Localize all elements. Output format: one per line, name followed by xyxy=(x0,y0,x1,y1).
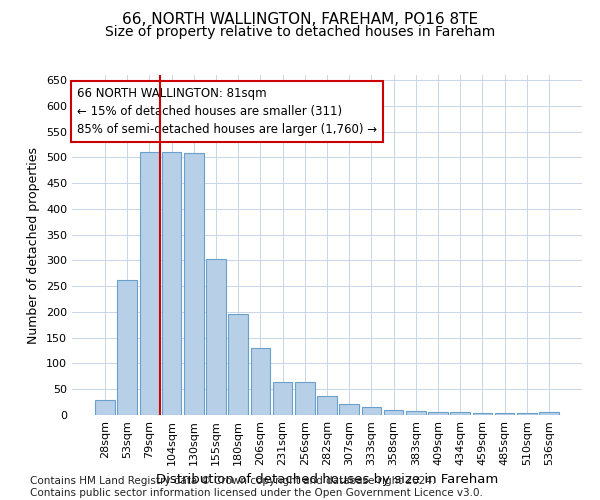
Bar xyxy=(406,412,425,415)
Bar xyxy=(251,348,270,415)
Bar xyxy=(118,280,137,415)
Bar xyxy=(384,410,403,415)
Bar xyxy=(184,154,203,415)
Bar xyxy=(162,152,181,415)
Bar xyxy=(428,412,448,415)
Bar xyxy=(340,404,359,415)
X-axis label: Distribution of detached houses by size in Fareham: Distribution of detached houses by size … xyxy=(156,474,498,486)
Text: 66, NORTH WALLINGTON, FAREHAM, PO16 8TE: 66, NORTH WALLINGTON, FAREHAM, PO16 8TE xyxy=(122,12,478,28)
Bar xyxy=(473,414,492,415)
Bar xyxy=(539,412,559,415)
Text: Contains HM Land Registry data © Crown copyright and database right 2024.
Contai: Contains HM Land Registry data © Crown c… xyxy=(30,476,483,498)
Bar xyxy=(273,382,292,415)
Y-axis label: Number of detached properties: Number of detached properties xyxy=(28,146,40,344)
Bar xyxy=(95,400,115,415)
Bar xyxy=(206,260,226,415)
Bar xyxy=(295,382,314,415)
Bar xyxy=(362,408,381,415)
Text: Size of property relative to detached houses in Fareham: Size of property relative to detached ho… xyxy=(105,25,495,39)
Bar xyxy=(517,414,536,415)
Bar xyxy=(451,412,470,415)
Bar xyxy=(495,414,514,415)
Text: 66 NORTH WALLINGTON: 81sqm
← 15% of detached houses are smaller (311)
85% of sem: 66 NORTH WALLINGTON: 81sqm ← 15% of deta… xyxy=(77,87,377,136)
Bar xyxy=(229,314,248,415)
Bar xyxy=(140,152,159,415)
Bar xyxy=(317,396,337,415)
